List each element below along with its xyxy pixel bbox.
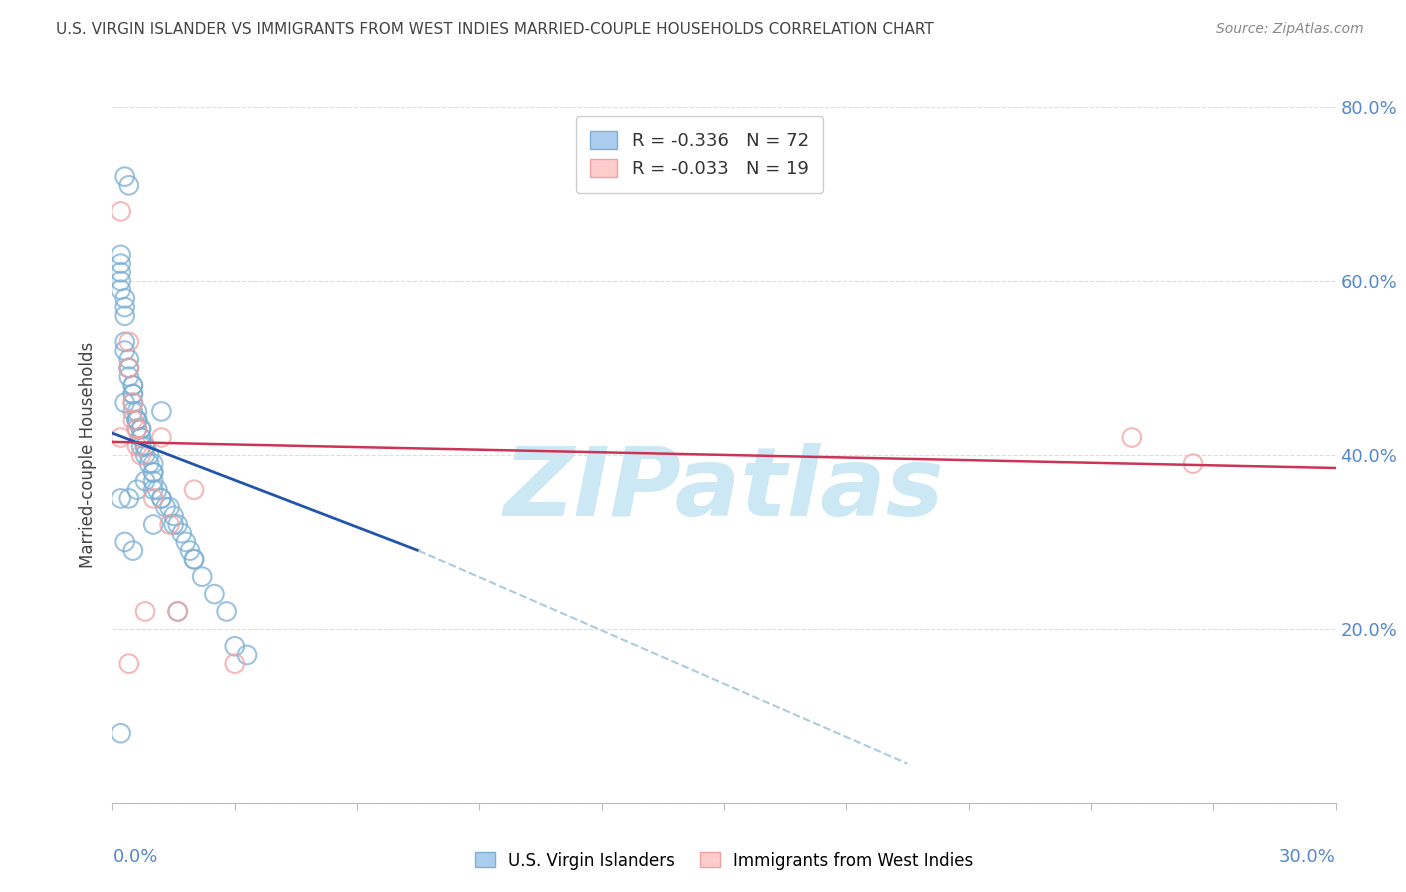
Point	[118, 657, 141, 671]
Point	[125, 422, 148, 436]
Point	[114, 291, 136, 305]
Point	[114, 309, 136, 323]
Point	[191, 570, 214, 584]
Point	[204, 587, 226, 601]
Point	[110, 726, 132, 740]
Point	[118, 178, 141, 193]
Point	[129, 422, 152, 436]
Point	[110, 265, 132, 279]
Point	[142, 517, 165, 532]
Point	[125, 422, 148, 436]
Point	[118, 360, 141, 375]
Point	[215, 605, 238, 619]
Point	[150, 431, 173, 445]
Point	[114, 300, 136, 314]
Point	[110, 204, 132, 219]
Y-axis label: Married-couple Households: Married-couple Households	[79, 342, 97, 568]
Point	[122, 396, 145, 410]
Point	[125, 439, 148, 453]
Point	[134, 448, 156, 462]
Point	[114, 169, 136, 184]
Point	[146, 483, 169, 497]
Point	[183, 483, 205, 497]
Point	[134, 605, 156, 619]
Text: ZIPatlas: ZIPatlas	[503, 443, 945, 536]
Point	[142, 483, 165, 497]
Text: 0.0%: 0.0%	[112, 848, 157, 866]
Point	[118, 491, 141, 506]
Point	[114, 396, 136, 410]
Point	[224, 657, 246, 671]
Point	[110, 283, 132, 297]
Point	[134, 439, 156, 453]
Point	[179, 543, 201, 558]
Point	[129, 439, 152, 453]
Point	[183, 552, 205, 566]
Point	[110, 491, 132, 506]
Point	[129, 431, 152, 445]
Point	[129, 448, 152, 462]
Point	[142, 474, 165, 488]
Point	[170, 526, 193, 541]
Point	[122, 387, 145, 401]
Point	[129, 431, 152, 445]
Point	[134, 439, 156, 453]
Point	[125, 404, 148, 418]
Text: 30.0%: 30.0%	[1279, 848, 1336, 866]
Point	[163, 517, 186, 532]
Point	[129, 422, 152, 436]
Point	[118, 360, 141, 375]
Point	[118, 352, 141, 367]
Point	[122, 543, 145, 558]
Point	[163, 508, 186, 523]
Point	[118, 360, 141, 375]
Point	[183, 552, 205, 566]
Point	[122, 396, 145, 410]
Point	[125, 413, 148, 427]
Point	[134, 474, 156, 488]
Point	[118, 334, 141, 349]
Point	[142, 457, 165, 471]
Point	[159, 517, 181, 532]
Point	[166, 605, 188, 619]
Point	[122, 378, 145, 392]
Point	[110, 274, 132, 288]
Legend: U.S. Virgin Islanders, Immigrants from West Indies: U.S. Virgin Islanders, Immigrants from W…	[467, 843, 981, 878]
Point	[114, 343, 136, 358]
Point	[125, 413, 148, 427]
Point	[110, 256, 132, 270]
Point	[122, 378, 145, 392]
Point	[122, 413, 145, 427]
Point	[166, 517, 188, 532]
Point	[125, 413, 148, 427]
Point	[138, 448, 160, 462]
Point	[114, 334, 136, 349]
Point	[150, 491, 173, 506]
Point	[122, 387, 145, 401]
Point	[122, 404, 145, 418]
Point	[142, 491, 165, 506]
Point	[150, 404, 173, 418]
Point	[166, 605, 188, 619]
Text: Source: ZipAtlas.com: Source: ZipAtlas.com	[1216, 22, 1364, 37]
Point	[138, 457, 160, 471]
Point	[142, 466, 165, 480]
Point	[236, 648, 259, 662]
Point	[118, 369, 141, 384]
Point	[110, 248, 132, 262]
Point	[1121, 431, 1143, 445]
Point	[125, 413, 148, 427]
Point	[159, 500, 181, 514]
Point	[150, 491, 173, 506]
Point	[224, 639, 246, 653]
Point	[174, 534, 197, 549]
Point	[155, 500, 177, 514]
Point	[142, 466, 165, 480]
Point	[125, 483, 148, 497]
Point	[110, 431, 132, 445]
Point	[1181, 457, 1204, 471]
Text: U.S. VIRGIN ISLANDER VS IMMIGRANTS FROM WEST INDIES MARRIED-COUPLE HOUSEHOLDS CO: U.S. VIRGIN ISLANDER VS IMMIGRANTS FROM …	[56, 22, 934, 37]
Point	[114, 534, 136, 549]
